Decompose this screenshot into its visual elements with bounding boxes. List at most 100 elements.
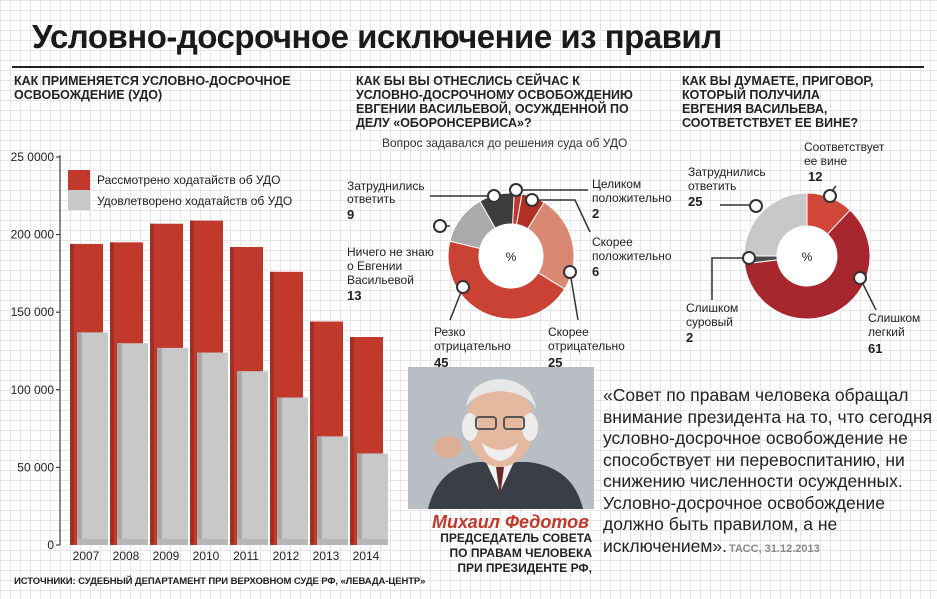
sources-footer: ИСТОЧНИКИ: СУДЕБНЫЙ ДЕПАРТАМЕНТ ПРИ ВЕРХ…	[14, 576, 426, 587]
label-celikom: Целиком	[592, 177, 641, 191]
label-zatr2: Затруднились	[688, 165, 766, 179]
bar-approved-edge	[357, 453, 362, 545]
person-role-line: ПО ПРАВАМ ЧЕЛОВЕКА	[449, 546, 592, 560]
x-tick-label: 2007	[73, 549, 100, 563]
bar-approved-base	[117, 539, 148, 545]
label-skoree-otr: Скорее	[548, 325, 589, 339]
donut-center-label: %	[506, 250, 517, 264]
bar-considered-edge	[350, 337, 354, 545]
x-tick-label: 2014	[353, 549, 380, 563]
bar-approved-base	[277, 539, 308, 545]
bar-approved	[317, 436, 348, 545]
bar-approved	[77, 332, 108, 545]
bar-approved	[157, 347, 188, 545]
legend-label-considered: Рассмотрено ходатайств об УДО	[97, 173, 280, 187]
value-rezko: 45	[434, 355, 448, 370]
person-name: Михаил Федотов	[432, 512, 590, 532]
leader-line	[532, 199, 591, 233]
person-role: ПРЕДСЕДАТЕЛЬ СОВЕТА ПО ПРАВАМ ЧЕЛОВЕКА П…	[392, 531, 592, 576]
label-zatr: ответить	[347, 192, 395, 206]
leader-line	[711, 257, 749, 300]
leader-dot	[456, 280, 470, 294]
label-skoree-pol: Скорее	[592, 235, 633, 249]
x-tick-label: 2010	[193, 549, 220, 563]
bar-approved-base	[357, 539, 388, 545]
label-nichego: о Евгении	[347, 259, 402, 273]
leader-dot	[563, 265, 577, 279]
donut-hole	[479, 224, 543, 288]
quote: «Совет по правам человека обращал вниман…	[603, 385, 933, 560]
label-sootv: ее вине	[804, 154, 847, 168]
label-zatr2: ответить	[688, 179, 736, 193]
label-skoree-pol: положительно	[592, 249, 672, 263]
bar-considered-edge	[310, 321, 314, 545]
y-tick-label: 100 000	[11, 383, 55, 397]
bar-approved-base	[317, 539, 348, 545]
bar-approved-base	[197, 539, 228, 545]
y-tick-label: 25 0000	[11, 150, 55, 164]
quote-text: «Совет по правам человека обращал вниман…	[603, 385, 933, 556]
value-nichego: 13	[347, 288, 361, 303]
leader-dot	[509, 183, 523, 197]
bar-considered-edge	[150, 223, 154, 545]
leader-dot	[749, 199, 763, 213]
x-tick-label: 2008	[113, 549, 140, 563]
bar-approved-edge	[277, 397, 282, 545]
x-tick-label: 2009	[153, 549, 180, 563]
bar-approved-base	[157, 539, 188, 545]
person-role-line: ПРЕДСЕДАТЕЛЬ СОВЕТА	[440, 531, 592, 545]
x-tick-label: 2012	[273, 549, 300, 563]
bar-approved-edge	[117, 343, 122, 545]
label-surovy: Слишком	[686, 301, 738, 315]
donut-hole	[777, 226, 837, 286]
x-tick-label: 2011	[233, 549, 259, 563]
x-tick-label: 2013	[313, 549, 340, 563]
bar-approved	[357, 453, 388, 545]
value-skoree-otr: 25	[548, 355, 562, 370]
label-nichego: Ничего не знаю	[347, 245, 434, 259]
bar-considered-edge	[70, 243, 74, 546]
donut1-note: Вопрос задавался до решения суда об УДО	[382, 136, 628, 150]
legend-swatch-considered	[68, 170, 90, 190]
bar-approved	[277, 397, 308, 545]
donut-center-label: %	[802, 250, 813, 264]
bar-approved	[237, 371, 268, 545]
bar-approved-base	[77, 539, 108, 545]
y-tick-label: 150 000	[11, 305, 55, 319]
leader-dot	[823, 189, 837, 203]
donut1-header: КАК БЫ ВЫ ОТНЕСЛИСЬ СЕЙЧАС К УСЛОВНО-ДОС…	[356, 74, 633, 130]
y-tick-label: 200 000	[11, 228, 55, 242]
bar-approved-edge	[197, 352, 202, 545]
donut2-header: КАК ВЫ ДУМАЕТЕ, ПРИГОВОР, КОТОРЫЙ ПОЛУЧИ…	[682, 74, 874, 130]
label-sootv: Соответствует	[804, 140, 885, 154]
bar-considered-edge	[110, 242, 114, 546]
bar-considered-edge	[190, 220, 194, 545]
y-tick-label: 50 000	[17, 460, 54, 474]
leader-dot	[853, 271, 867, 285]
leader-dot	[525, 193, 539, 207]
bar-approved	[117, 343, 148, 545]
bar-approved-edge	[77, 332, 82, 545]
label-rezko: Резко	[434, 325, 466, 339]
label-rezko: отрицательно	[434, 339, 511, 353]
value-zatr: 9	[347, 207, 354, 222]
bar-chart-header: КАК ПРИМЕНЯЕТСЯ УСЛОВНО-ДОСРОЧНОЕ ОСВОБО…	[14, 74, 291, 102]
label-legkiy: Слишком	[868, 311, 920, 325]
leader-dot	[433, 219, 447, 233]
bar-approved-base	[237, 539, 268, 545]
person-photo	[408, 367, 594, 509]
value-zatr2: 25	[688, 194, 702, 209]
label-skoree-otr: отрицательно	[548, 339, 625, 353]
y-tick-label: 0	[47, 538, 54, 552]
label-surovy: суровый	[686, 315, 733, 329]
bar-considered-edge	[230, 247, 234, 546]
label-legkiy: легкий	[868, 325, 905, 339]
quote-credit: ТАСС, 31.12.2013	[728, 542, 820, 555]
label-celikom: положительно	[592, 191, 672, 205]
bar-approved-edge	[317, 436, 322, 545]
value-surovy: 2	[686, 330, 693, 345]
person-role-line: ПРИ ПРЕЗИДЕНТЕ РФ,	[457, 561, 592, 575]
